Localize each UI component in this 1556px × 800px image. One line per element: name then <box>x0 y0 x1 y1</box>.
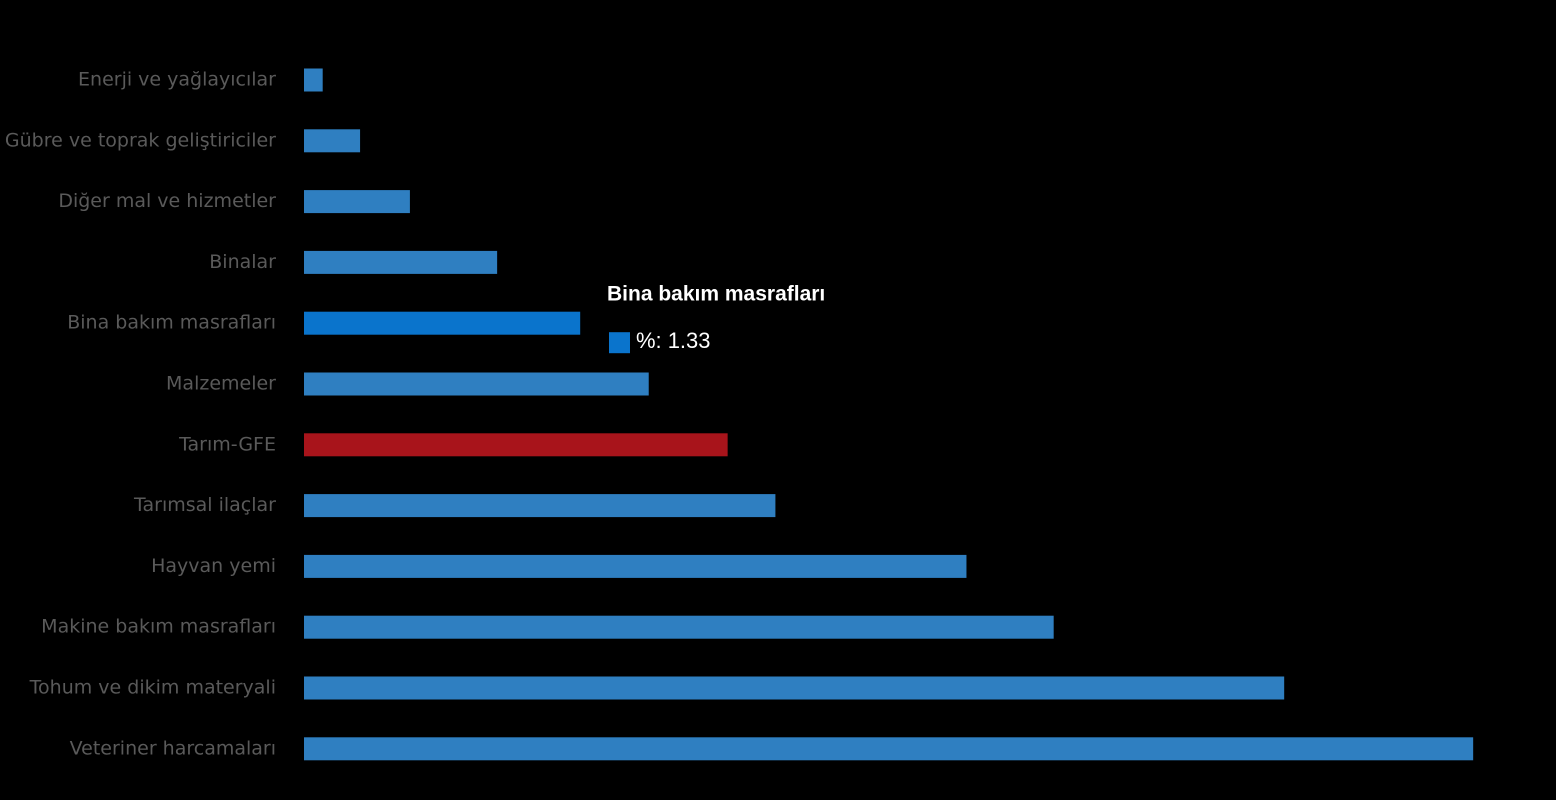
bar <box>304 190 410 214</box>
category-label: Tohum ve dikim materyali <box>29 677 276 699</box>
category-label: Binalar <box>209 251 276 273</box>
bar <box>304 129 361 153</box>
tooltip-value: 1.33 <box>668 328 711 353</box>
category-label: Hayvan yemi <box>151 555 276 577</box>
category-label: Veteriner harcamaları <box>70 737 276 759</box>
bar <box>304 494 776 518</box>
category-label: Tarımsal ilaçlar <box>133 494 276 516</box>
tooltip-label: %: <box>636 328 662 353</box>
category-label: Malzemeler <box>166 373 276 395</box>
bar <box>304 615 1054 639</box>
bar <box>304 311 581 335</box>
bar <box>304 554 967 578</box>
bar <box>304 676 1285 700</box>
bar <box>304 372 649 396</box>
category-label: Enerji ve yağlayıcılar <box>78 69 276 91</box>
category-label: Makine bakım masrafları <box>41 616 276 638</box>
bar <box>304 250 498 274</box>
category-label: Diğer mal ve hizmetler <box>58 190 276 212</box>
bar <box>304 433 728 457</box>
bar <box>304 68 323 92</box>
tooltip-title: Bina bakım masrafları <box>607 283 825 306</box>
category-label: Bina bakım masrafları <box>67 312 276 334</box>
tooltip-swatch <box>609 332 630 354</box>
bar <box>304 737 1474 761</box>
category-label: Gübre ve toprak geliştiriciler <box>5 129 276 151</box>
category-label: Tarım-GFE <box>178 433 276 455</box>
